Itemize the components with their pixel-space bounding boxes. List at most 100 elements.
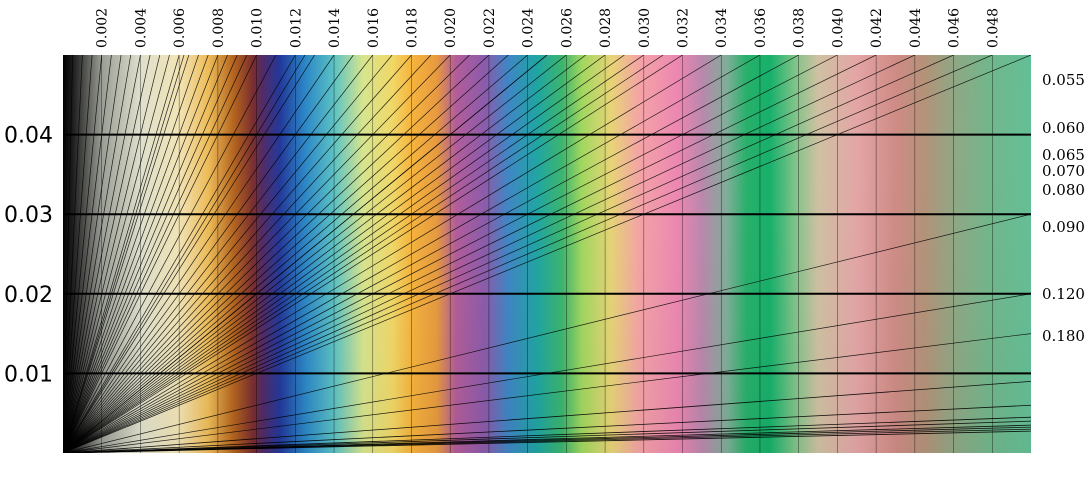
- top-tick-label-20: 0.042: [869, 8, 885, 48]
- ratio-line-top-27: [63, 55, 412, 453]
- ratio-line-steep-6: [63, 55, 185, 453]
- ratio-line-top-38: [63, 55, 625, 453]
- ratio-label-0.120: 0.120: [1042, 285, 1085, 303]
- top-tick-label-22: 0.046: [947, 8, 963, 48]
- ratio-line-top-46: [63, 55, 877, 453]
- ratio-label-0.065: 0.065: [1042, 146, 1085, 164]
- ratio-line-steep-2: [63, 213, 1031, 453]
- ratio-line-top-22: [63, 55, 315, 453]
- ratio-line-top-2: [63, 55, 93, 453]
- top-tick-label-16: 0.034: [714, 8, 730, 48]
- top-tick-label-10: 0.022: [482, 8, 498, 48]
- ratio-line-labeled-5: [63, 416, 1031, 453]
- ratio-line-top-20: [63, 55, 277, 453]
- ratio-line-top-18: [63, 55, 248, 453]
- ratio-line-top-16: [63, 55, 228, 453]
- top-tick-label-9: 0.020: [443, 8, 459, 48]
- ratio-line-top-4: [63, 55, 112, 453]
- ratio-line-steep-4: [63, 55, 548, 453]
- ratio-lines: [63, 55, 1031, 453]
- ratio-line-top-39: [63, 55, 644, 453]
- ratio-line-steep-0: [63, 333, 1031, 453]
- ratio-line-top-0: [63, 55, 74, 453]
- ratio-line-labeled-6: [63, 404, 1031, 453]
- ratio-line-top-14: [63, 55, 209, 453]
- ratio-line-top-48: [63, 55, 954, 453]
- ratio-line-top-15: [63, 55, 219, 453]
- top-tick-label-23: 0.048: [985, 8, 1001, 48]
- ratio-line-labeled-7: [63, 380, 1031, 453]
- left-tick-label-2: 0.03: [4, 203, 53, 228]
- ratio-line-top-8: [63, 55, 151, 453]
- ratio-line-steep-5: [63, 55, 306, 453]
- ratio-line-labeled-3: [63, 424, 1031, 453]
- ratio-line-top-9: [63, 55, 161, 453]
- ratio-line-top-31: [63, 55, 490, 453]
- ratio-line-top-26: [63, 55, 393, 453]
- top-tick-label-6: 0.014: [327, 8, 343, 48]
- ratio-line-top-42: [63, 55, 722, 453]
- ratio-line-top-23: [63, 55, 335, 453]
- ratio-line-labeled-4: [63, 420, 1031, 453]
- ratio-label-0.180: 0.180: [1042, 327, 1085, 345]
- ratio-line-top-33: [63, 55, 528, 453]
- top-tick-label-15: 0.032: [676, 8, 692, 48]
- ratio-line-steep-3: [63, 55, 1031, 453]
- top-tick-label-18: 0.038: [792, 8, 808, 48]
- left-axis: 0.01 0.02 0.03 0.04: [4, 124, 53, 388]
- ratio-line-top-29: [63, 55, 451, 453]
- top-tick-label-5: 0.012: [288, 8, 304, 48]
- ratio-line-top-3: [63, 55, 103, 453]
- ratio-line-top-43: [63, 55, 761, 453]
- ratio-line-top-6: [63, 55, 132, 453]
- ratio-line-top-11: [63, 55, 180, 453]
- top-tick-label-17: 0.036: [753, 8, 769, 48]
- ratio-line-top-36: [63, 55, 586, 453]
- top-tick-label-7: 0.016: [366, 8, 382, 48]
- left-tick-label-0: 0.01: [4, 362, 53, 387]
- ratio-line-top-25: [63, 55, 374, 453]
- ratio-line-top-32: [63, 55, 509, 453]
- top-tick-label-8: 0.018: [404, 8, 420, 48]
- left-tick-label-3: 0.04: [4, 124, 53, 149]
- top-tick-label-1: 0.004: [133, 8, 149, 48]
- ratio-label-0.060: 0.060: [1042, 119, 1085, 137]
- top-tick-label-3: 0.008: [211, 8, 227, 48]
- ratio-line-top-47: [63, 55, 915, 453]
- ratio-line-top-30: [63, 55, 470, 453]
- top-tick-label-0: 0.002: [95, 8, 111, 48]
- ratio-line-top-12: [63, 55, 190, 453]
- ratio-line-top-7: [63, 55, 141, 453]
- ratio-label-0.055: 0.055: [1042, 71, 1085, 89]
- ratio-line-top-1: [63, 55, 83, 453]
- top-axis: 0.002 0.004 0.006 0.008 0.010 0.012 0.014 0.016…: [95, 8, 1002, 48]
- top-tick-label-2: 0.006: [172, 8, 188, 48]
- ratio-line-top-35: [63, 55, 567, 453]
- ratio-line-top-5: [63, 55, 122, 453]
- top-tick-label-12: 0.026: [559, 8, 575, 48]
- ratio-line-top-45: [63, 55, 838, 453]
- ratio-line-top-40: [63, 55, 664, 453]
- ratio-label-0.080: 0.080: [1042, 181, 1085, 199]
- ratio-line-top-49: [63, 55, 993, 453]
- top-tick-label-11: 0.024: [521, 8, 537, 48]
- ratio-line-top-41: [63, 55, 683, 453]
- ratio-line-top-19: [63, 55, 257, 453]
- top-tick-label-21: 0.044: [908, 8, 924, 48]
- ratio-line-top-44: [63, 55, 799, 453]
- top-tick-label-4: 0.010: [250, 8, 266, 48]
- left-tick-label-1: 0.02: [4, 283, 53, 308]
- horizontal-grid: [63, 133, 1031, 375]
- ratio-label-0.070: 0.070: [1042, 162, 1085, 180]
- ratio-line-top-28: [63, 55, 432, 453]
- ratio-line-top-13: [63, 55, 199, 453]
- top-tick-label-13: 0.028: [598, 8, 614, 48]
- top-tick-label-19: 0.040: [830, 8, 846, 48]
- ratio-label-0.090: 0.090: [1042, 218, 1085, 236]
- ratio-line-top-21: [63, 55, 296, 453]
- ratio-line-top-10: [63, 55, 170, 453]
- ratio-line-top-17: [63, 55, 238, 453]
